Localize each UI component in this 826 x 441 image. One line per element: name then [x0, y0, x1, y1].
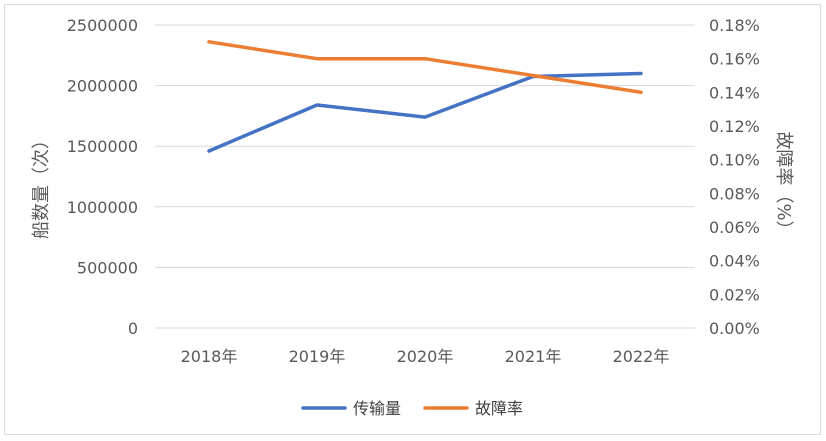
x-tick-label: 2020年 [397, 347, 454, 366]
x-axis-ticks: 2018年 2019年 2020年 2021年 2022年 [181, 347, 670, 366]
y-left-tick-label: 500000 [77, 258, 138, 277]
y-right-tick-label: 0.04% [709, 252, 760, 271]
y-axis-left-title: 船数量（次） [31, 131, 52, 239]
y-left-tick-label: 0 [128, 319, 138, 338]
y-right-tick-label: 0.18% [709, 16, 760, 35]
legend-label: 传输量 [353, 399, 401, 418]
y-right-tick-label: 0.14% [709, 83, 760, 102]
y-right-tick-label: 0.16% [709, 50, 760, 69]
y-left-tick-label: 2000000 [67, 77, 138, 96]
legend: 传输量 故障率 [301, 399, 523, 418]
y-right-tick-label: 0.00% [709, 319, 760, 338]
x-tick-label: 2021年 [505, 347, 562, 366]
right-axis-ticks: 0.18% 0.16% 0.14% 0.12% 0.10% 0.08% 0.06% 0.04%… [709, 16, 760, 338]
y-left-tick-label: 2500000 [67, 16, 138, 35]
y-right-tick-label: 0.08% [709, 184, 760, 203]
y-left-tick-label: 1500000 [67, 137, 138, 156]
y-right-tick-label: 0.12% [709, 117, 760, 136]
y-axis-right-title: 故障率（%） [773, 131, 794, 238]
left-axis-ticks: 2500000 2000000 1500000 1000000 500000 0 [67, 16, 138, 338]
y-left-tick-label: 1000000 [67, 198, 138, 217]
y-right-tick-label: 0.10% [709, 151, 760, 170]
chart-frame [4, 4, 821, 435]
x-tick-label: 2018年 [181, 347, 238, 366]
gridlines [155, 24, 695, 329]
x-tick-label: 2022年 [613, 347, 670, 366]
series-line-failure-rate [207, 40, 643, 95]
series-lines [207, 40, 643, 153]
x-tick-label: 2019年 [289, 347, 346, 366]
legend-label: 故障率 [475, 399, 523, 418]
y-right-tick-label: 0.02% [709, 285, 760, 304]
y-right-tick-label: 0.06% [709, 218, 760, 237]
